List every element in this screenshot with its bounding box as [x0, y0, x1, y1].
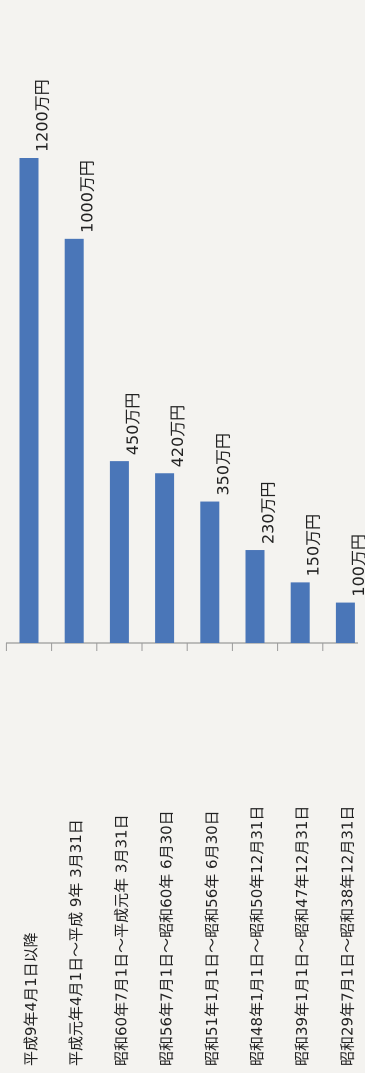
- value-label: 420万円: [168, 405, 187, 468]
- category-label: 平成元年4月1日～平成 9年 3月31日: [67, 819, 85, 1066]
- bar: [290, 582, 310, 643]
- value-label: 100万円: [349, 534, 365, 597]
- bar: [19, 158, 39, 643]
- bar: [155, 473, 175, 643]
- bar: [109, 461, 129, 643]
- bar: [64, 238, 84, 644]
- category-label: 昭和56年7月1日～昭和60年 6月30日: [158, 810, 176, 1066]
- bar: [335, 602, 355, 643]
- bar: [245, 550, 265, 643]
- value-label: 1000万円: [78, 160, 97, 233]
- category-label: 昭和60年7月1日～平成元年 3月31日: [112, 814, 130, 1066]
- value-label: 230万円: [259, 481, 278, 544]
- bar: [200, 501, 220, 643]
- category-label: 昭和29年7月1日～昭和38年12月31日: [338, 806, 356, 1066]
- value-label: 150万円: [304, 514, 323, 577]
- category-label: 平成9年4月1日以降: [22, 932, 40, 1066]
- value-label: 350万円: [213, 433, 232, 496]
- category-label: 昭和51年1月1日～昭和56年 6月30日: [203, 810, 221, 1066]
- category-label: 昭和48年1月1日～昭和50年12月31日: [248, 806, 266, 1066]
- value-label: 450万円: [123, 393, 142, 456]
- value-label: 1200万円: [33, 79, 52, 152]
- category-label: 昭和39年1月1日～昭和47年12月31日: [293, 806, 311, 1066]
